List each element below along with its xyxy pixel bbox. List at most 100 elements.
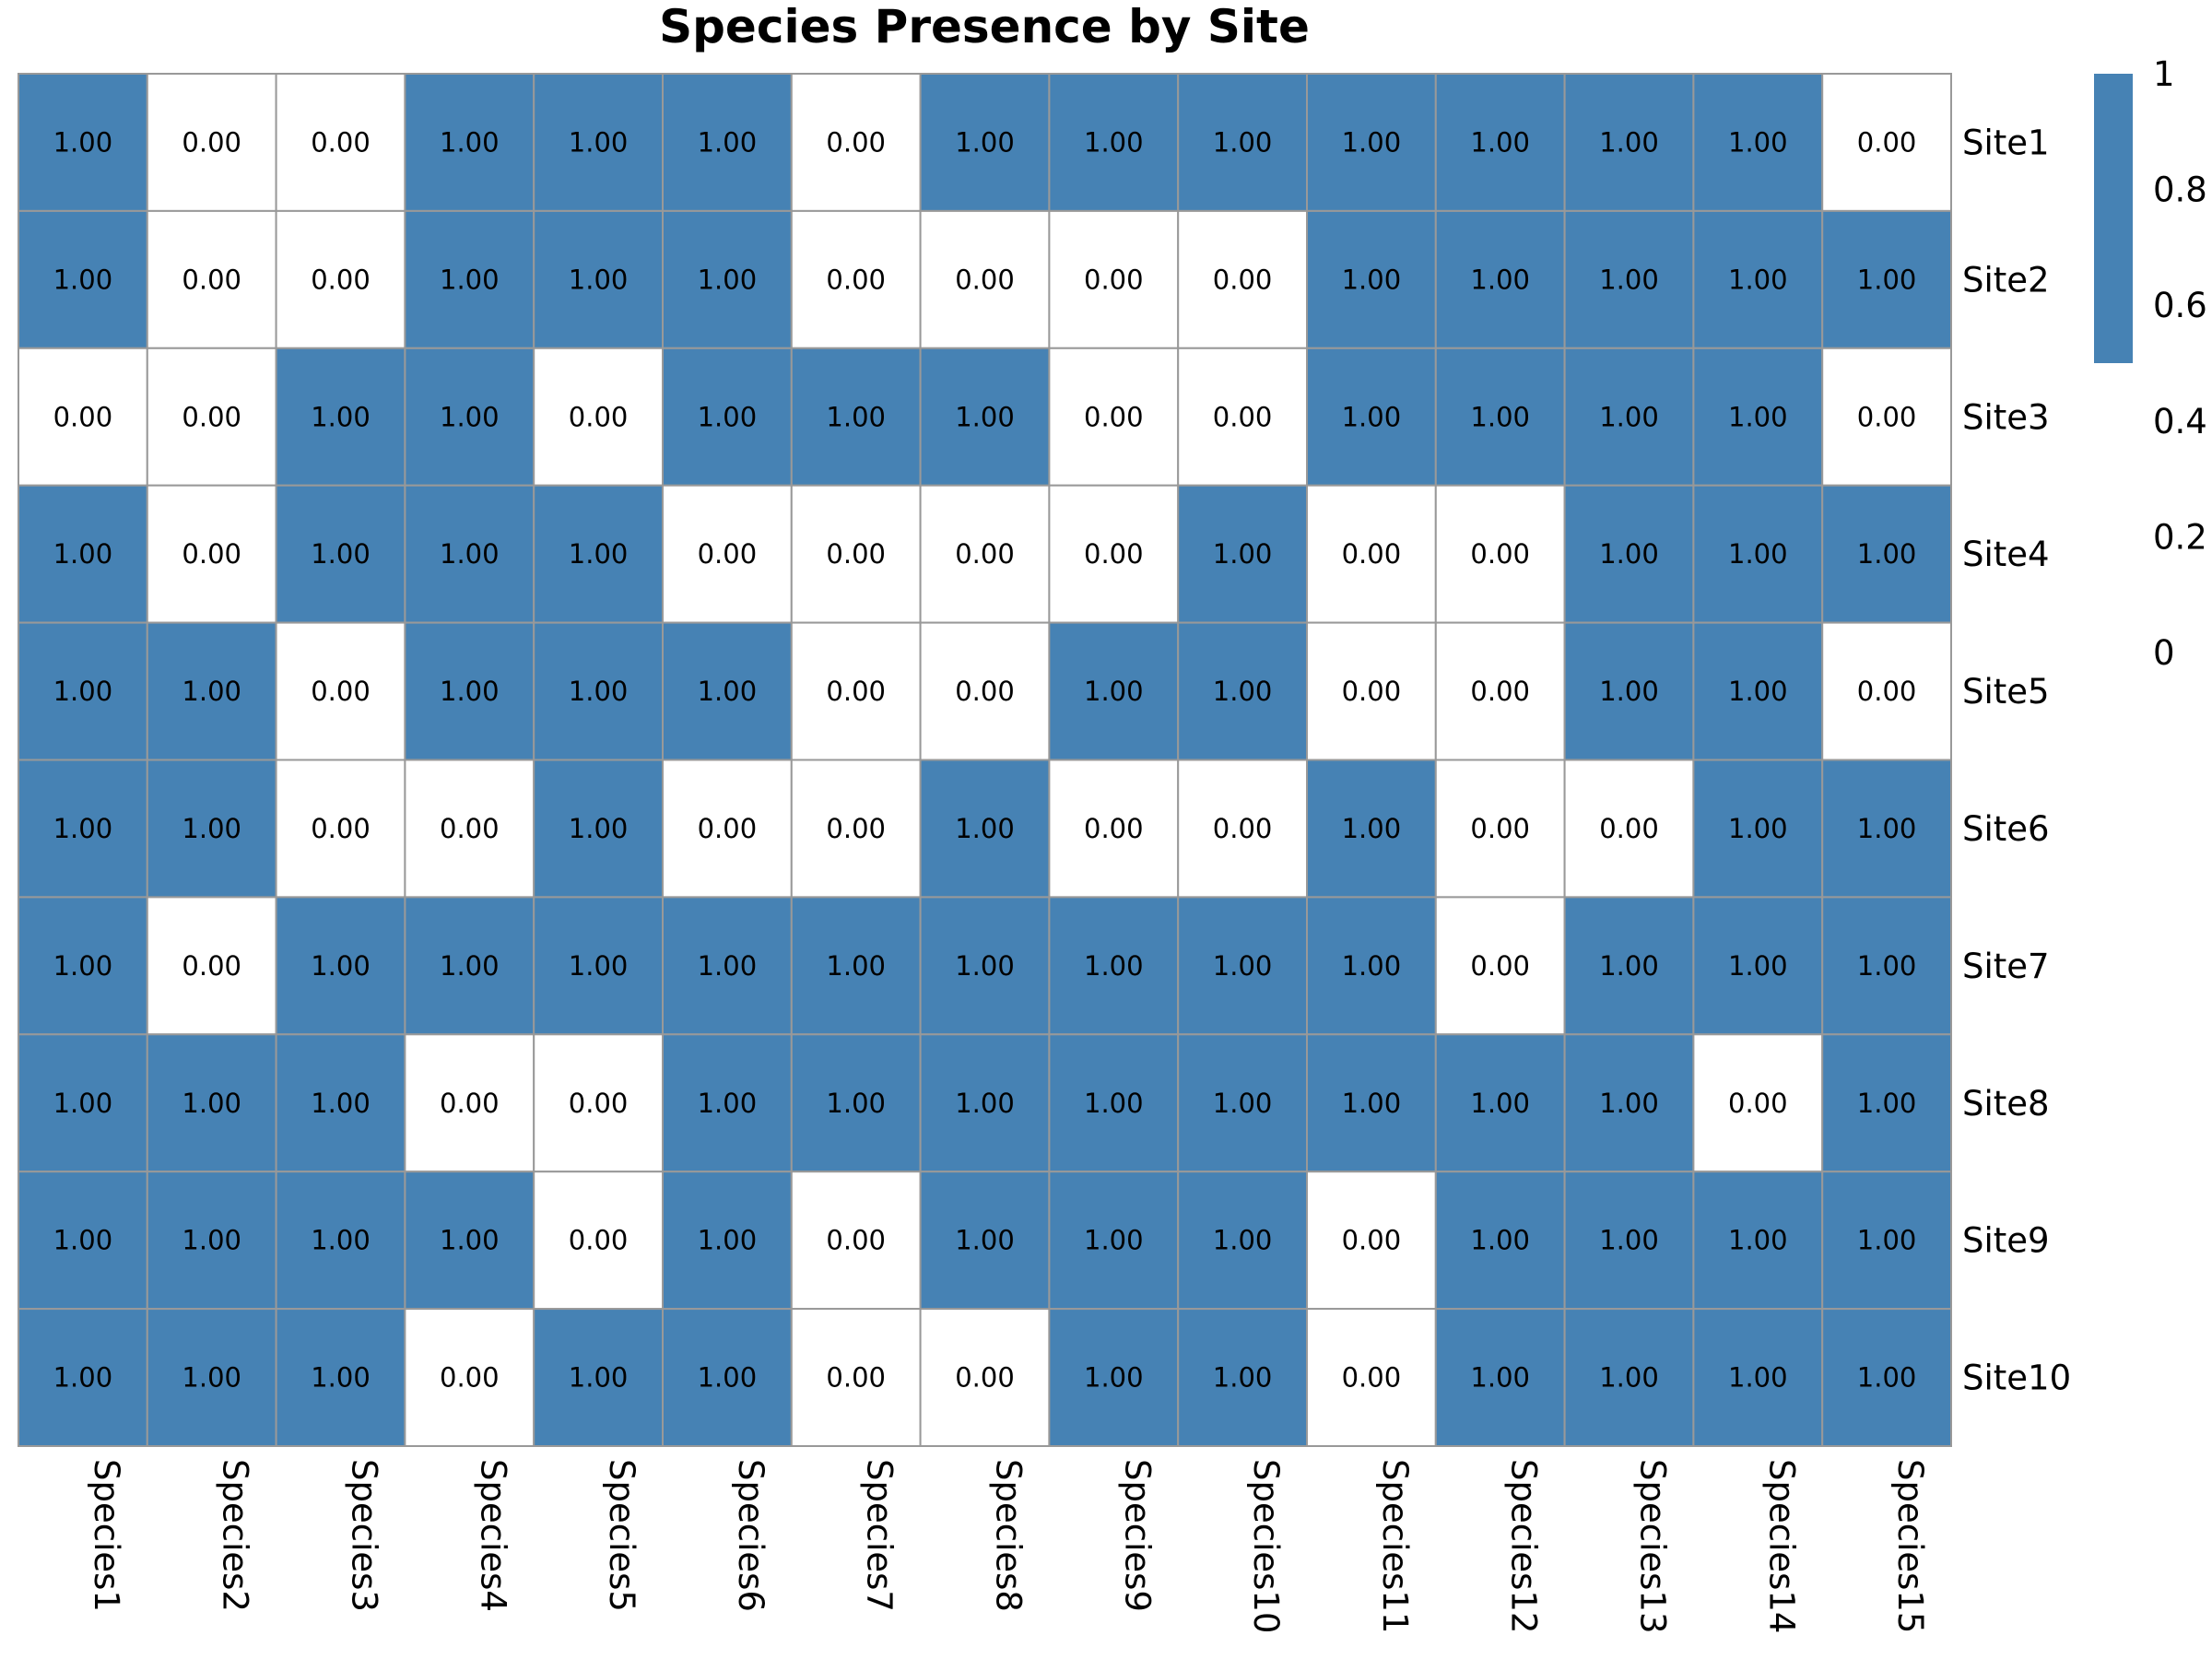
heatmap-cell [919,484,1051,624]
heatmap-cell [662,759,793,899]
cell-value-label: 0.00 [182,401,241,432]
cell-value-label: 0.00 [182,126,241,158]
cell-value-label: 0.00 [1084,813,1144,844]
heatmap-cell [1821,1033,1952,1173]
cell-value-label: 1.00 [569,676,629,707]
heatmap-cell [919,1033,1051,1173]
x-tick-label: Species13 [1633,1459,1673,1633]
cell-value-label: 1.00 [826,1088,886,1119]
heatmap-cell [1048,896,1180,1036]
cell-value-label: 1.00 [569,1362,629,1394]
heatmap-cell [18,759,148,899]
cell-value-label: 0.00 [955,676,1015,707]
heatmap-cell [790,1171,922,1311]
heatmap-cell [18,347,148,487]
cell-value-label: 1.00 [440,950,500,982]
cell-value-label: 1.00 [182,1362,241,1394]
heatmap-cell [1434,347,1566,487]
heatmap-cell [1821,621,1952,761]
cell-value-label: 0.00 [826,264,886,295]
heatmap-cell [1177,621,1308,761]
cell-value-label: 1.00 [1213,126,1273,158]
heatmap-cell [662,73,793,212]
heatmap-cell [790,347,922,487]
cell-value-label: 0.00 [698,813,758,844]
y-tick-label: Site8 [1962,1084,2050,1124]
x-tick-label: Species9 [1117,1459,1157,1612]
cell-value-label: 1.00 [1599,264,1659,295]
x-tick-label: Species8 [989,1459,1029,1612]
cell-value-label: 0.00 [826,1362,886,1394]
cell-value-label: 1.00 [1857,1362,1917,1394]
cell-value-label: 0.00 [1728,1088,1788,1119]
cell-value-label: 0.00 [311,264,371,295]
heatmap-cell [1692,896,1824,1036]
heatmap-cell [919,759,1051,899]
x-tick-label: Species3 [345,1459,384,1612]
heatmap-cell [1563,621,1695,761]
cell-value-label: 1.00 [1728,1225,1788,1256]
cell-value-label: 1.00 [698,1362,758,1394]
heatmap-cell [919,73,1051,212]
cell-value-label: 1.00 [311,1225,371,1256]
cell-value-label: 1.00 [569,950,629,982]
cell-value-label: 0.00 [311,126,371,158]
cell-value-label: 1.00 [1213,538,1273,570]
cell-value-label: 1.00 [1084,1088,1144,1119]
colorbar-tick-label: 1 [2153,54,2175,94]
cell-value-label: 1.00 [569,538,629,570]
cell-value-label: 1.00 [311,1362,371,1394]
cell-value-label: 1.00 [1342,813,1402,844]
cell-value-label: 1.00 [1213,1225,1273,1256]
cell-value-label: 1.00 [182,813,241,844]
cell-value-label: 0.00 [182,264,241,295]
cell-value-label: 1.00 [440,1225,500,1256]
cell-value-label: 0.00 [698,538,758,570]
heatmap-cell [1563,1308,1695,1447]
cell-value-label: 1.00 [826,950,886,982]
x-tick-label: Species12 [1504,1459,1544,1633]
cell-value-label: 1.00 [1342,126,1402,158]
heatmap-cell [1434,1171,1566,1311]
cell-value-label: 0.00 [826,1225,886,1256]
heatmap-cell [18,73,148,212]
cell-value-label: 0.00 [440,813,500,844]
colorbar-tick-label: 0.6 [2153,286,2207,325]
heatmap-cell [533,209,665,349]
cell-value-label: 1.00 [1728,813,1788,844]
heatmap-cell [662,1171,793,1311]
cell-value-label: 1.00 [698,401,758,432]
heatmap-cell [1563,1033,1695,1173]
cell-value-label: 1.00 [1857,1088,1917,1119]
cell-value-label: 1.00 [1599,126,1659,158]
heatmap-cell [533,1033,665,1173]
cell-value-label: 1.00 [311,1088,371,1119]
heatmap-cell [1563,209,1695,349]
cell-value-label: 1.00 [1728,1362,1788,1394]
heatmap-cell [919,1308,1051,1447]
cell-value-label: 1.00 [1599,538,1659,570]
heatmap-cell [1177,1033,1308,1173]
cell-value-label: 0.00 [826,676,886,707]
heatmap-cell [790,896,922,1036]
cell-value-label: 1.00 [1599,1225,1659,1256]
cell-value-label: 1.00 [569,813,629,844]
heatmap-cell [662,209,793,349]
heatmap-cell [1692,1308,1824,1447]
heatmap-cell [1048,1171,1180,1311]
cell-value-label: 0.00 [1084,538,1144,570]
x-tick-label: Species6 [731,1459,771,1612]
cell-value-label: 1.00 [440,401,500,432]
heatmap-cells: 1.00 0.00 0.00 1.00 1.00 1.00 0.00 1.00 1.00 1.00… [18,73,1952,1447]
cell-value-label: 1.00 [1728,401,1788,432]
cell-value-label: 0.00 [826,813,886,844]
cell-value-label: 0.00 [1857,401,1917,432]
heatmap-cell [1177,484,1308,624]
cell-value-label: 1.00 [698,676,758,707]
cell-value-label: 1.00 [698,1088,758,1119]
heatmap-cell [919,1171,1051,1311]
cell-value-label: 1.00 [53,813,113,844]
heatmap-cell [1177,347,1308,487]
heatmap-cell [790,621,922,761]
